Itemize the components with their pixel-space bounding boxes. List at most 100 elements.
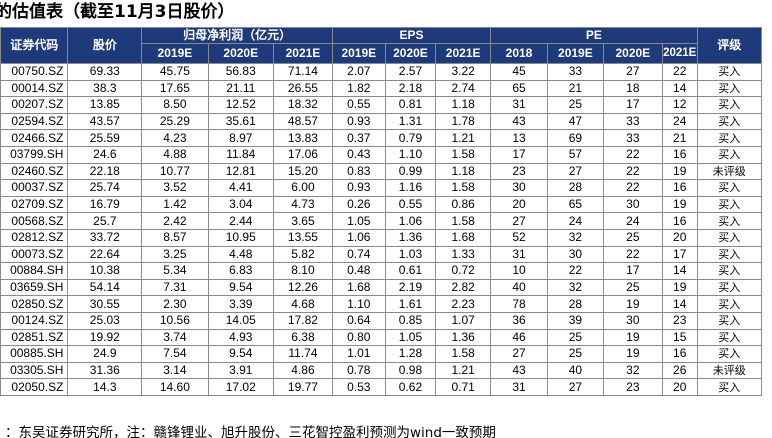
cell-rating: 买入 bbox=[696, 262, 763, 280]
cell-eps-2021e: 1.58 bbox=[435, 145, 492, 164]
cell-profit-2019e: 10.77 bbox=[141, 162, 209, 181]
cell-pe-2019e: 28 bbox=[546, 295, 604, 313]
cell-pe-2018: 43 bbox=[490, 361, 548, 380]
cell-eps-2020e: 2.19 bbox=[384, 278, 437, 297]
cell-pe-2021e: 19 bbox=[661, 195, 698, 214]
cell-profit-2020e: 14.05 bbox=[207, 311, 274, 330]
cell-profit-2021e: 13.55 bbox=[272, 228, 333, 247]
table-header: 证券代码 股价 归母净利润（亿元） EPS PE 评级 2019E 2020E … bbox=[0, 27, 763, 64]
cell-rating: 买入 bbox=[696, 96, 763, 114]
cell-pe-2020e: 17 bbox=[602, 96, 663, 114]
cell-pe-2021e: 20 bbox=[661, 228, 698, 247]
header-price: 股价 bbox=[67, 27, 143, 64]
cell-rating: 买入 bbox=[696, 63, 763, 81]
cell-pe-2018: 27 bbox=[490, 345, 548, 363]
cell-pe-2018: 31 bbox=[490, 96, 548, 114]
cell-eps-2020e: 2.18 bbox=[384, 79, 437, 98]
cell-pe-2019e: 25 bbox=[546, 345, 604, 363]
cell-pe-2019e: 57 bbox=[546, 145, 604, 164]
table-body: 00750.SZ 69.33 45.75 56.83 71.14 2.07 2.57 3.22… bbox=[0, 63, 763, 396]
cell-profit-2019e: 7.31 bbox=[141, 278, 209, 297]
cell-price: 22.18 bbox=[67, 162, 143, 181]
cell-code: 00073.SZ bbox=[0, 245, 69, 264]
cell-code: 00750.SZ bbox=[0, 63, 69, 81]
cell-pe-2020e: 30 bbox=[602, 195, 663, 214]
cell-price: 31.36 bbox=[67, 361, 143, 380]
cell-pe-2020e: 18 bbox=[602, 79, 663, 98]
cell-code: 00207.SZ bbox=[0, 96, 69, 114]
cell-profit-2019e: 3.74 bbox=[141, 328, 209, 347]
cell-rating: 买入 bbox=[696, 79, 763, 98]
cell-pe-2021e: 24 bbox=[661, 112, 698, 131]
cell-code: 02850.SZ bbox=[0, 295, 69, 313]
cell-price: 22.64 bbox=[67, 245, 143, 264]
cell-pe-2020e: 27 bbox=[602, 63, 663, 81]
cell-profit-2019e: 4.23 bbox=[141, 129, 209, 147]
cell-eps-2021e: 1.07 bbox=[435, 311, 492, 330]
cell-price: 30.55 bbox=[67, 295, 143, 313]
cell-pe-2020e: 33 bbox=[602, 112, 663, 131]
cell-profit-2019e: 3.14 bbox=[141, 361, 209, 380]
cell-profit-2021e: 12.26 bbox=[272, 278, 333, 297]
cell-profit-2021e: 19.77 bbox=[272, 378, 333, 396]
cell-eps-2021e: 3.22 bbox=[435, 63, 492, 81]
cell-pe-2018: 20 bbox=[490, 195, 548, 214]
cell-profit-2019e: 3.52 bbox=[141, 179, 209, 197]
cell-pe-2019e: 33 bbox=[546, 63, 604, 81]
cell-eps-2019e: 0.37 bbox=[331, 129, 386, 147]
cell-pe-2021e: 14 bbox=[661, 262, 698, 280]
cell-eps-2020e: 0.99 bbox=[384, 162, 437, 181]
cell-eps-2019e: 0.48 bbox=[331, 262, 386, 280]
cell-profit-2020e: 11.84 bbox=[207, 145, 274, 164]
cell-pe-2020e: 19 bbox=[602, 345, 663, 363]
cell-profit-2021e: 26.55 bbox=[272, 79, 333, 98]
cell-code: 00124.SZ bbox=[0, 311, 69, 330]
cell-pe-2019e: 39 bbox=[546, 311, 604, 330]
cell-rating: 买入 bbox=[696, 278, 763, 297]
cell-eps-2021e: 1.58 bbox=[435, 179, 492, 197]
cell-profit-2020e: 3.39 bbox=[207, 295, 274, 313]
cell-profit-2020e: 12.52 bbox=[207, 96, 274, 114]
cell-pe-2020e: 23 bbox=[602, 378, 663, 396]
cell-code: 00014.SZ bbox=[0, 79, 69, 98]
cell-profit-2020e: 35.61 bbox=[207, 112, 274, 131]
cell-pe-2021e: 17 bbox=[661, 245, 698, 264]
table-row: 00885.SH 24.9 7.54 9.54 11.74 1.01 1.28 1.58 27 2… bbox=[0, 345, 763, 363]
cell-rating: 买入 bbox=[696, 112, 763, 131]
cell-eps-2021e: 1.78 bbox=[435, 112, 492, 131]
cell-eps-2021e: 0.71 bbox=[435, 378, 492, 396]
cell-eps-2021e: 1.33 bbox=[435, 245, 492, 264]
cell-price: 69.33 bbox=[67, 63, 143, 81]
cell-price: 33.72 bbox=[67, 228, 143, 247]
cell-eps-2020e: 0.81 bbox=[384, 96, 437, 114]
cell-eps-2021e: 1.58 bbox=[435, 345, 492, 363]
cell-pe-2018: 45 bbox=[490, 63, 548, 81]
table-row: 00207.SZ 13.85 8.50 12.52 18.32 0.55 0.81 1.18 3… bbox=[0, 96, 763, 114]
cell-profit-2021e: 11.74 bbox=[272, 345, 333, 363]
table-row: 00073.SZ 22.64 3.25 4.48 5.82 0.74 1.03 1.33 31 3… bbox=[0, 245, 763, 264]
cell-pe-2021e: 16 bbox=[661, 179, 698, 197]
cell-pe-2020e: 22 bbox=[602, 145, 663, 164]
header-code: 证券代码 bbox=[0, 27, 69, 64]
cell-price: 14.3 bbox=[67, 378, 143, 396]
cell-profit-2019e: 8.57 bbox=[141, 228, 209, 247]
cell-price: 54.14 bbox=[67, 278, 143, 297]
cell-pe-2018: 52 bbox=[490, 228, 548, 247]
cell-eps-2021e: 1.18 bbox=[435, 96, 492, 114]
cell-pe-2019e: 65 bbox=[546, 195, 604, 214]
cell-profit-2019e: 4.88 bbox=[141, 145, 209, 164]
cell-pe-2019e: 21 bbox=[546, 79, 604, 98]
cell-pe-2021e: 20 bbox=[661, 378, 698, 396]
cell-pe-2018: 30 bbox=[490, 179, 548, 197]
cell-price: 24.6 bbox=[67, 145, 143, 164]
cell-pe-2019e: 30 bbox=[546, 245, 604, 264]
cell-eps-2019e: 0.80 bbox=[331, 328, 386, 347]
cell-profit-2021e: 3.65 bbox=[272, 212, 333, 230]
cell-pe-2021e: 14 bbox=[661, 79, 698, 98]
table-row: 02812.SZ 33.72 8.57 10.95 13.55 1.06 1.36 1.68 5… bbox=[0, 228, 763, 247]
cell-profit-2020e: 3.91 bbox=[207, 361, 274, 380]
cell-price: 13.85 bbox=[67, 96, 143, 114]
table-row: 00568.SZ 25.7 2.42 2.44 3.65 1.05 1.06 1.58 27 24… bbox=[0, 212, 763, 230]
cell-pe-2019e: 27 bbox=[546, 162, 604, 181]
cell-profit-2020e: 4.93 bbox=[207, 328, 274, 347]
